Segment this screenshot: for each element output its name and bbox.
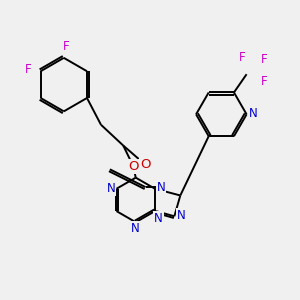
Text: N: N: [154, 212, 163, 225]
Text: F: F: [261, 75, 268, 88]
Text: O: O: [140, 158, 151, 171]
Text: N: N: [249, 107, 257, 120]
Text: N: N: [131, 222, 140, 235]
Text: N: N: [176, 209, 185, 222]
Text: N: N: [107, 182, 116, 195]
Text: O: O: [128, 160, 139, 173]
Text: F: F: [261, 53, 268, 66]
Text: F: F: [239, 51, 245, 64]
Text: F: F: [25, 63, 32, 76]
Text: F: F: [63, 40, 70, 53]
Text: N: N: [157, 181, 165, 194]
